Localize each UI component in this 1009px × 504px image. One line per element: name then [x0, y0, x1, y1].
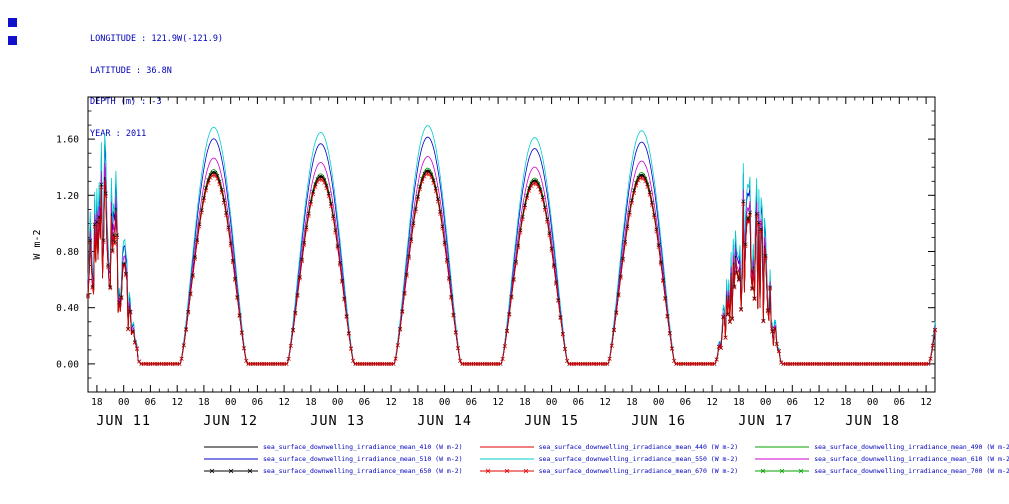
svg-text:0.80: 0.80: [56, 247, 79, 258]
latitude-label: LATITUDE : 36.8N: [90, 65, 172, 76]
svg-text:00: 00: [332, 397, 344, 408]
legend-item-label: sea_surface_downwelling_irradiance_mean_…: [538, 455, 739, 463]
svg-text:00: 00: [439, 397, 451, 408]
corner-markers: [8, 18, 17, 54]
legend-item-label: sea_surface_downwelling_irradiance_mean_…: [814, 455, 1009, 463]
legend-item: sea_surface_downwelling_irradiance_mean_…: [754, 455, 1009, 463]
svg-text:06: 06: [359, 397, 371, 408]
svg-text:12: 12: [171, 397, 182, 408]
svg-text:06: 06: [573, 397, 585, 408]
svg-text:18: 18: [626, 397, 638, 408]
svg-text:12: 12: [813, 397, 824, 408]
legend-item-label: sea_surface_downwelling_irradiance_mean_…: [538, 467, 739, 475]
svg-text:00: 00: [118, 397, 130, 408]
svg-text:JUN 13: JUN 13: [310, 413, 365, 429]
legend-item: sea_surface_downwelling_irradiance_mean_…: [203, 443, 463, 451]
legend-item-label: sea_surface_downwelling_irradiance_mean_…: [538, 443, 739, 451]
legend-item: sea_surface_downwelling_irradiance_mean_…: [479, 455, 739, 463]
legend-item-label: sea_surface_downwelling_irradiance_mean_…: [263, 467, 463, 475]
svg-text:06: 06: [894, 397, 906, 408]
svg-text:06: 06: [145, 397, 157, 408]
svg-text:JUN 12: JUN 12: [203, 413, 258, 429]
legend-line-sample: [755, 458, 810, 460]
legend-item-label: sea_surface_downwelling_irradiance_mean_…: [814, 443, 1009, 451]
svg-text:18: 18: [733, 397, 745, 408]
legend-line-sample: [204, 468, 258, 474]
svg-text:12: 12: [706, 397, 717, 408]
svg-text:18: 18: [519, 397, 531, 408]
svg-text:18: 18: [412, 397, 424, 408]
legend-item: sea_surface_downwelling_irradiance_mean_…: [754, 443, 1009, 451]
legend-line-sample: [755, 468, 810, 474]
legend-item: sea_surface_downwelling_irradiance_mean_…: [203, 467, 463, 475]
svg-text:18: 18: [840, 397, 852, 408]
svg-text:00: 00: [225, 397, 237, 408]
svg-text:JUN 17: JUN 17: [738, 413, 793, 429]
svg-text:06: 06: [466, 397, 478, 408]
svg-text:1.20: 1.20: [56, 191, 79, 202]
longitude-label: LONGITUDE : 121.9W(-121.9): [90, 34, 224, 44]
svg-text:18: 18: [305, 397, 317, 408]
legend-item: sea_surface_downwelling_irradiance_mean_…: [479, 443, 739, 451]
legend-line-sample: [204, 446, 258, 448]
legend-line-sample: [479, 446, 534, 448]
legend-item: sea_surface_downwelling_irradiance_mean_…: [479, 467, 739, 475]
svg-text:18: 18: [91, 397, 103, 408]
legend-line-sample: [479, 468, 534, 474]
svg-text:1.60: 1.60: [56, 135, 79, 146]
legend-line-sample: [204, 458, 258, 460]
chart-legend: sea_surface_downwelling_irradiance_mean_…: [203, 443, 1009, 475]
svg-text:00: 00: [760, 397, 772, 408]
legend-line-sample: [755, 446, 810, 448]
depth-label: DEPTH (m) : -3: [90, 97, 162, 107]
metadata-header: LONGITUDE : 121.9W(-121.9) LATITUDE : 36…: [90, 13, 223, 160]
svg-text:06: 06: [680, 397, 692, 408]
svg-text:12: 12: [920, 397, 931, 408]
svg-text:06: 06: [252, 397, 264, 408]
legend-line-sample: [479, 458, 534, 460]
legend-item: sea_surface_downwelling_irradiance_mean_…: [203, 455, 463, 463]
legend-item: sea_surface_downwelling_irradiance_mean_…: [754, 467, 1009, 475]
blue-marker-square: [8, 18, 17, 27]
svg-text:12: 12: [278, 397, 289, 408]
svg-text:0.40: 0.40: [56, 303, 79, 314]
svg-text:00: 00: [867, 397, 879, 408]
svg-text:JUN 18: JUN 18: [845, 413, 900, 429]
svg-text:12: 12: [599, 397, 610, 408]
svg-text:06: 06: [787, 397, 799, 408]
legend-item-label: sea_surface_downwelling_irradiance_mean_…: [814, 467, 1009, 475]
svg-text:JUN 11: JUN 11: [96, 413, 151, 429]
svg-text:00: 00: [653, 397, 665, 408]
svg-text:JUN 14: JUN 14: [417, 413, 472, 429]
svg-text:12: 12: [492, 397, 503, 408]
svg-text:00: 00: [546, 397, 558, 408]
legend-item-label: sea_surface_downwelling_irradiance_mean_…: [263, 455, 463, 463]
blue-marker-square: [8, 36, 17, 45]
svg-text:W m-2: W m-2: [32, 229, 43, 259]
year-label: YEAR : 2011: [90, 128, 147, 139]
svg-text:JUN 15: JUN 15: [524, 413, 579, 429]
svg-text:JUN 16: JUN 16: [631, 413, 686, 429]
legend-item-label: sea_surface_downwelling_irradiance_mean_…: [263, 443, 463, 451]
svg-text:18: 18: [198, 397, 210, 408]
svg-text:12: 12: [385, 397, 396, 408]
svg-text:0.00: 0.00: [56, 359, 79, 370]
